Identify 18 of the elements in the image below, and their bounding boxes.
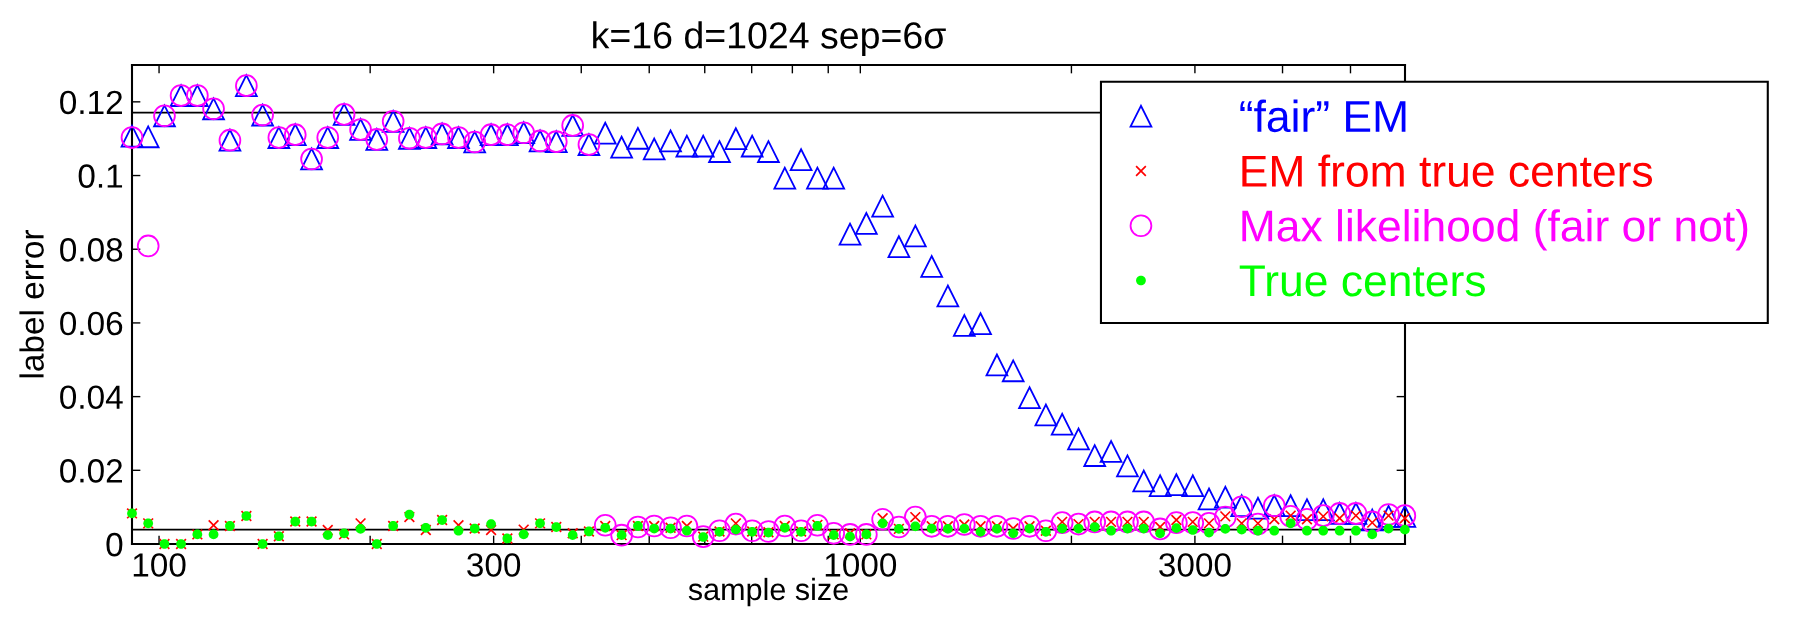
x-tick-label: 3000 [1159,553,1231,577]
y-axis-title: label error [19,230,44,378]
y-tick-label: 0.08 [60,238,123,262]
legend-label: EM from true centers [1242,154,1653,187]
legend-label: “fair” EM [1240,99,1406,133]
y-tick-label: 0 [106,532,123,557]
x-tick-label: 100 [133,553,186,577]
y-tick-label: 0.02 [60,459,122,483]
legend-label: Max likelihood (fair or not) [1242,209,1748,251]
chart-title: k=16 d=1024 sep=6σ [593,21,946,57]
x-tick-label: 300 [467,553,521,577]
x-axis-title: sample size [688,577,848,607]
y-tick-label: 0.12 [60,90,122,115]
y-tick-label: 0.06 [60,311,123,336]
x-tick-label: 1000 [825,553,897,577]
y-tick-label: 0.1 [78,164,123,188]
y-tick-label: 0.04 [60,385,123,410]
legend-label: True centers [1239,265,1485,297]
